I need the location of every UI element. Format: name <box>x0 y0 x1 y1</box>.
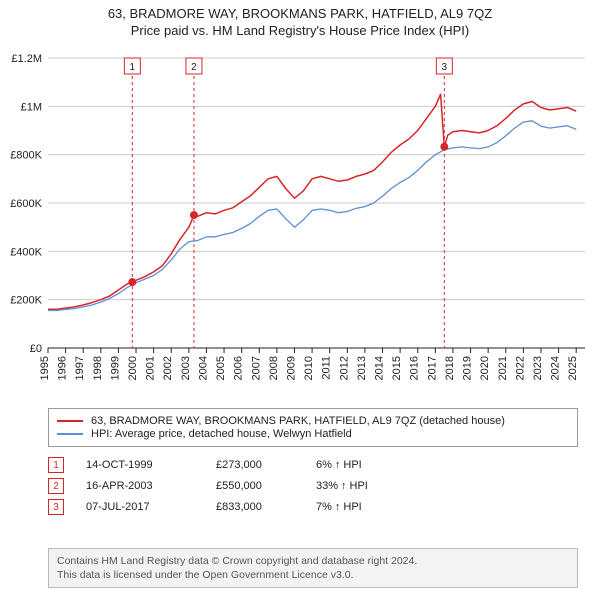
svg-text:2004: 2004 <box>197 356 209 380</box>
svg-text:2008: 2008 <box>268 356 280 380</box>
svg-text:2021: 2021 <box>497 356 509 380</box>
svg-text:2022: 2022 <box>514 356 526 380</box>
svg-text:2010: 2010 <box>303 356 315 380</box>
svg-text:2009: 2009 <box>285 356 297 380</box>
legend-item: HPI: Average price, detached house, Welw… <box>57 428 569 440</box>
transaction-price: £550,000 <box>216 480 316 492</box>
svg-text:1: 1 <box>130 62 136 73</box>
transaction-row: 1 14-OCT-1999 £273,000 6%HPI <box>48 457 578 473</box>
svg-text:2017: 2017 <box>426 356 438 380</box>
svg-text:2025: 2025 <box>567 356 579 380</box>
transaction-pct: 6%HPI <box>316 459 426 471</box>
svg-text:2019: 2019 <box>462 356 474 380</box>
legend-swatch <box>57 420 83 422</box>
arrow-up-icon <box>332 459 344 471</box>
transactions-table: 1 14-OCT-1999 £273,000 6%HPI 2 16-APR-20… <box>48 452 578 520</box>
transaction-badge: 1 <box>48 457 64 473</box>
legend-label: HPI: Average price, detached house, Welw… <box>91 428 352 440</box>
svg-text:£800K: £800K <box>10 150 42 162</box>
svg-text:2012: 2012 <box>338 356 350 380</box>
svg-text:2016: 2016 <box>409 356 421 380</box>
transaction-date: 07-JUL-2017 <box>86 501 216 513</box>
attribution-line: This data is licensed under the Open Gov… <box>57 568 569 582</box>
legend-item: 63, BRADMORE WAY, BROOKMANS PARK, HATFIE… <box>57 415 569 427</box>
svg-text:2020: 2020 <box>479 356 491 380</box>
svg-text:1999: 1999 <box>109 356 121 380</box>
svg-text:3: 3 <box>442 62 448 73</box>
svg-text:2007: 2007 <box>250 356 262 380</box>
legend-label: 63, BRADMORE WAY, BROOKMANS PARK, HATFIE… <box>91 415 505 427</box>
svg-text:2005: 2005 <box>215 356 227 380</box>
svg-text:1995: 1995 <box>39 356 51 380</box>
transaction-date: 16-APR-2003 <box>86 480 216 492</box>
svg-text:2001: 2001 <box>145 356 157 380</box>
svg-text:£600K: £600K <box>10 198 42 210</box>
title-subtitle: Price paid vs. HM Land Registry's House … <box>0 23 600 38</box>
svg-text:2: 2 <box>191 62 197 73</box>
svg-text:2015: 2015 <box>391 356 403 380</box>
svg-text:£1M: £1M <box>21 101 42 113</box>
transaction-pct: 33%HPI <box>316 480 426 492</box>
svg-text:£200K: £200K <box>10 295 42 307</box>
arrow-up-icon <box>332 501 344 513</box>
title-block: 63, BRADMORE WAY, BROOKMANS PARK, HATFIE… <box>0 0 600 38</box>
svg-text:2013: 2013 <box>356 356 368 380</box>
transaction-price: £273,000 <box>216 459 316 471</box>
transaction-pct: 7%HPI <box>316 501 426 513</box>
chart-svg: £0 £200K £400K £600K £800K £1M £1.2M 1995 1996 19… <box>0 48 600 403</box>
transaction-badge: 3 <box>48 499 64 515</box>
title-address: 63, BRADMORE WAY, BROOKMANS PARK, HATFIE… <box>0 6 600 21</box>
chart-container: 63, BRADMORE WAY, BROOKMANS PARK, HATFIE… <box>0 0 600 590</box>
svg-text:2018: 2018 <box>444 356 456 380</box>
svg-text:2014: 2014 <box>374 356 386 380</box>
svg-text:£1.2M: £1.2M <box>11 53 42 65</box>
arrow-up-icon <box>338 480 350 492</box>
svg-text:2006: 2006 <box>233 356 245 380</box>
attribution: Contains HM Land Registry data © Crown c… <box>48 548 578 588</box>
transaction-price: £833,000 <box>216 501 316 513</box>
svg-text:2003: 2003 <box>180 356 192 380</box>
svg-text:£400K: £400K <box>10 246 42 258</box>
transaction-badge: 2 <box>48 478 64 494</box>
svg-text:2023: 2023 <box>532 356 544 380</box>
svg-text:2000: 2000 <box>127 356 139 380</box>
transaction-row: 2 16-APR-2003 £550,000 33%HPI <box>48 478 578 494</box>
chart-area: £0 £200K £400K £600K £800K £1M £1.2M 1995 1996 19… <box>0 48 600 403</box>
svg-text:2002: 2002 <box>162 356 174 380</box>
svg-text:2024: 2024 <box>550 356 562 380</box>
svg-text:1997: 1997 <box>74 356 86 380</box>
transaction-row: 3 07-JUL-2017 £833,000 7%HPI <box>48 499 578 515</box>
attribution-line: Contains HM Land Registry data © Crown c… <box>57 554 569 568</box>
svg-text:£0: £0 <box>30 343 42 355</box>
svg-text:1996: 1996 <box>57 356 69 380</box>
transaction-date: 14-OCT-1999 <box>86 459 216 471</box>
legend: 63, BRADMORE WAY, BROOKMANS PARK, HATFIE… <box>48 408 578 447</box>
svg-text:1998: 1998 <box>92 356 104 380</box>
legend-swatch <box>57 433 83 435</box>
svg-text:2011: 2011 <box>321 356 333 380</box>
